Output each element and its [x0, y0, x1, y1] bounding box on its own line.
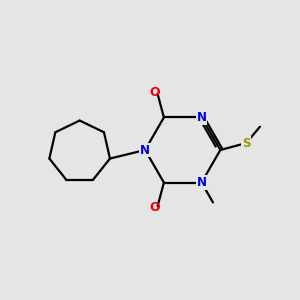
Text: N: N — [196, 176, 206, 189]
Text: N: N — [140, 143, 150, 157]
Text: O: O — [149, 201, 160, 214]
Text: O: O — [149, 85, 160, 99]
Text: S: S — [242, 136, 250, 150]
Text: N: N — [196, 111, 206, 124]
